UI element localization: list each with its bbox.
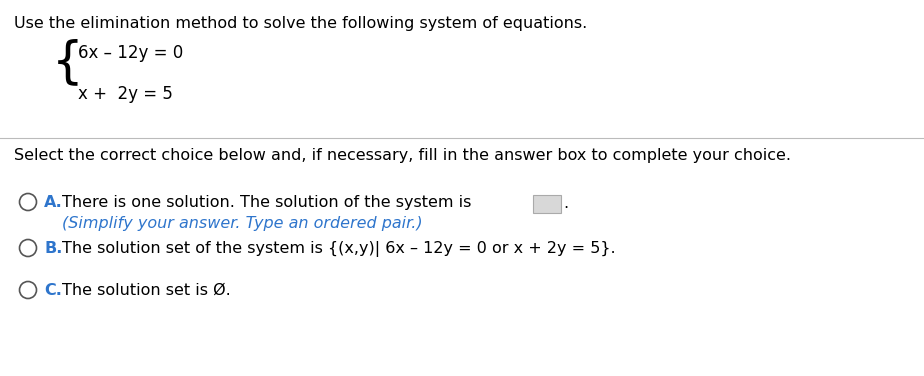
- Text: C.: C.: [44, 283, 62, 298]
- Text: .: .: [563, 197, 568, 211]
- Text: 6x – 12y = 0: 6x – 12y = 0: [78, 44, 183, 62]
- Text: Select the correct choice below and, if necessary, fill in the answer box to com: Select the correct choice below and, if …: [14, 148, 791, 163]
- FancyBboxPatch shape: [533, 195, 561, 213]
- Text: {: {: [52, 38, 84, 86]
- Text: There is one solution. The solution of the system is: There is one solution. The solution of t…: [62, 195, 471, 210]
- Text: (Simplify your answer. Type an ordered pair.): (Simplify your answer. Type an ordered p…: [62, 216, 422, 231]
- Text: The solution set is Ø.: The solution set is Ø.: [62, 283, 231, 298]
- Text: x +  2y = 5: x + 2y = 5: [78, 85, 173, 103]
- Text: B.: B.: [44, 241, 63, 256]
- Text: The solution set of the system is {(x,y)| 6x – 12y = 0 or x + 2y = 5}.: The solution set of the system is {(x,y)…: [62, 241, 615, 257]
- Text: A.: A.: [44, 195, 63, 210]
- Text: Use the elimination method to solve the following system of equations.: Use the elimination method to solve the …: [14, 16, 588, 31]
